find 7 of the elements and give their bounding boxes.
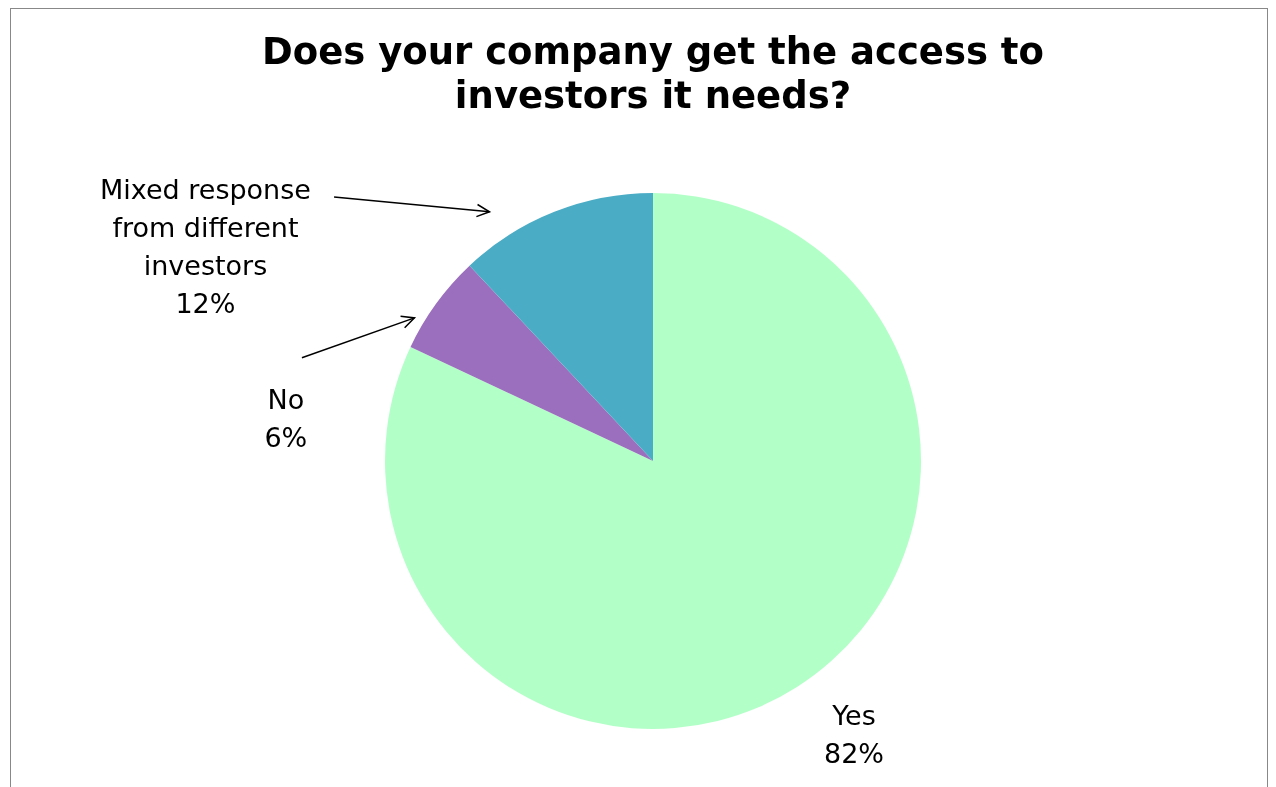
chart-title: Does your company get the access to investors it needs? [261,30,1045,118]
slice-label: No [267,383,305,415]
slice-label: Yes [831,700,876,732]
data-label: 6% [264,421,308,453]
data-label: 12% [175,288,236,320]
slice-label: Mixed response from different investors [99,174,311,282]
data-label: 82% [823,738,885,770]
